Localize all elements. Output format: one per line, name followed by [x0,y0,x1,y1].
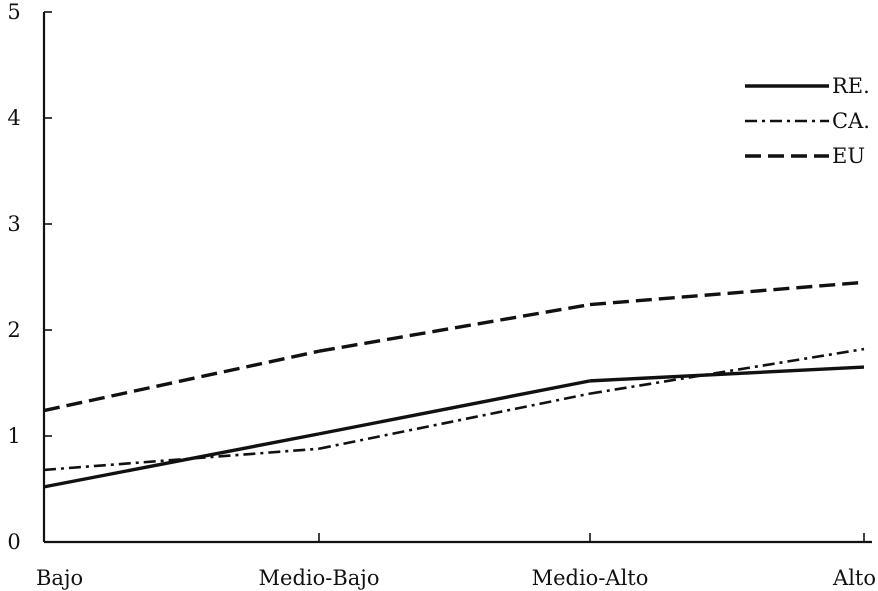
y-tick-label: 1 [7,424,20,448]
x-tick-label: Bajo [36,566,83,590]
y-tick-label: 3 [7,212,20,236]
y-tick-label: 0 [7,530,20,554]
series-ca-segment [589,347,865,395]
y-tick-label: 5 [7,0,20,24]
series-eu-segment [318,302,591,353]
series-ca-segment [318,392,591,450]
axes [42,12,872,544]
series-eu [43,280,865,413]
series-ca [43,347,865,472]
x-axis-ticks: Bajo Medio-Bajo Medio-Alto Alto [36,533,876,590]
series-re-segment [318,379,591,436]
legend: RE. CA. EU [745,74,870,168]
x-tick-label: Alto [832,566,876,590]
series-re [43,365,865,489]
x-tick-label: Medio-Bajo [259,566,380,590]
x-tick-label: Medio-Alto [532,566,649,590]
y-axis-ticks: 0 1 2 3 4 5 [7,0,52,554]
legend-label-re: RE. [832,74,870,98]
series-re-segment [589,365,865,383]
series-ca-segment [43,447,320,472]
series-eu-segment [589,280,865,307]
series-eu-segment [43,349,320,413]
series-re-segment [43,432,320,489]
y-tick-label: 2 [7,318,20,342]
series-layer [43,280,865,489]
legend-label-eu: EU [832,144,865,168]
legend-label-ca: CA. [832,109,870,133]
y-tick-label: 4 [7,106,20,130]
